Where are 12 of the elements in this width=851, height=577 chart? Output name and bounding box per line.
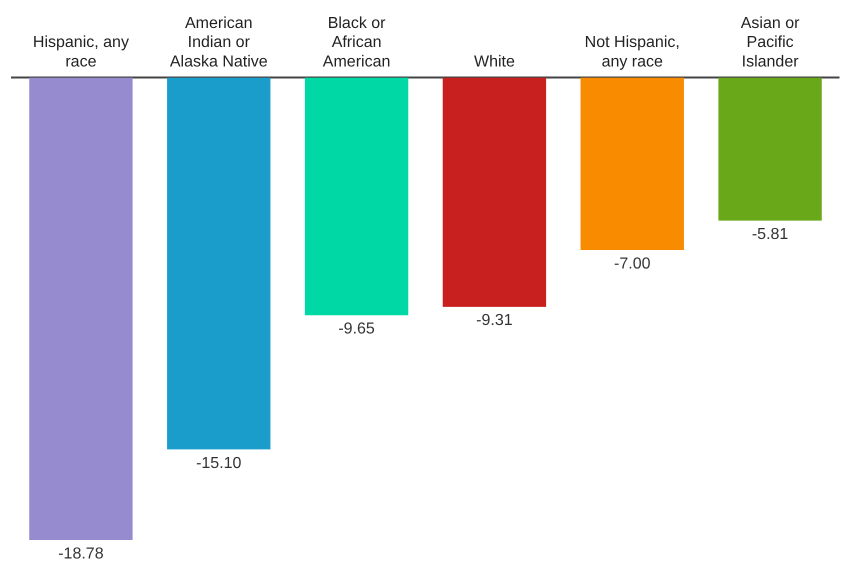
data-label: -9.31 <box>476 312 513 330</box>
data-label: -5.81 <box>752 226 788 244</box>
x-tick-label: Black or African American <box>322 15 390 70</box>
x-tick-label: White <box>474 53 515 70</box>
x-tick-label: Asian or Pacific Islander <box>740 15 800 70</box>
data-label: -15.10 <box>196 454 242 472</box>
data-label: -18.78 <box>58 545 104 562</box>
x-tick-label: Not Hispanic, any race <box>584 34 680 70</box>
x-tick-label: American Indian or Alaska Native <box>170 15 268 70</box>
x-tick-label: Hispanic, any race <box>32 34 129 70</box>
data-label: -7.00 <box>614 255 651 272</box>
data-label: -9.65 <box>338 320 375 338</box>
